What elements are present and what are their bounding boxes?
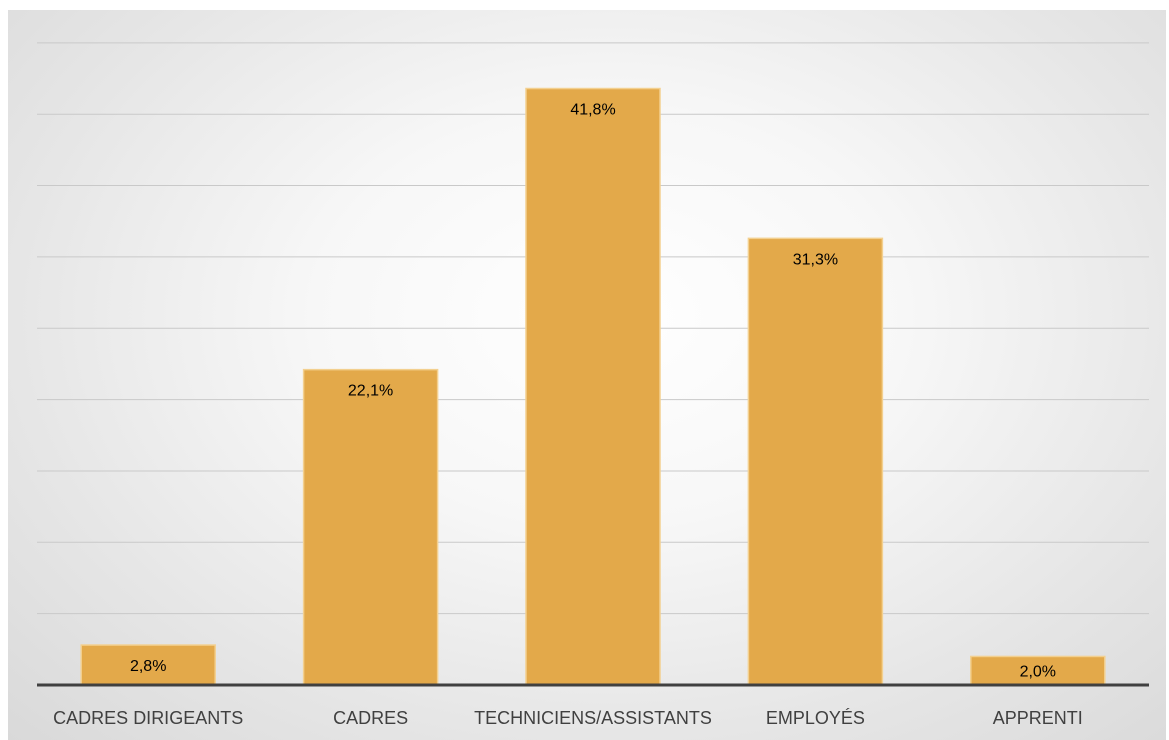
category-label: APPRENTI <box>993 708 1083 728</box>
category-label: CADRES <box>333 708 408 728</box>
bars <box>80 87 1106 686</box>
category-labels: CADRES DIRIGEANTS CADRES TECHNICIENS/ASSIS… <box>53 708 1083 728</box>
category-label: CADRES DIRIGEANTS <box>53 708 243 728</box>
bar <box>525 87 661 686</box>
category-label: TECHNICIENS/ASSISTANTS <box>474 708 712 728</box>
bar-chart: 2,8% 22,1% 41,8% 31,3% 2,0% CADRES DIRIGEANT… <box>37 42 1149 728</box>
bar <box>747 237 884 686</box>
category-label: EMPLOYÉS <box>766 708 865 728</box>
data-label: 41,8% <box>570 102 615 119</box>
bar <box>80 644 216 686</box>
data-label: 22,1% <box>348 383 393 400</box>
data-label: 2,0% <box>1020 664 1056 681</box>
bar <box>302 368 439 686</box>
data-label: 2,8% <box>130 658 166 675</box>
data-label: 31,3% <box>793 251 838 268</box>
chart-area: 2,8% 22,1% 41,8% 31,3% 2,0% CADRES DIRIGEANT… <box>8 10 1166 740</box>
data-labels: 2,8% 22,1% 41,8% 31,3% 2,0% <box>130 102 1056 681</box>
